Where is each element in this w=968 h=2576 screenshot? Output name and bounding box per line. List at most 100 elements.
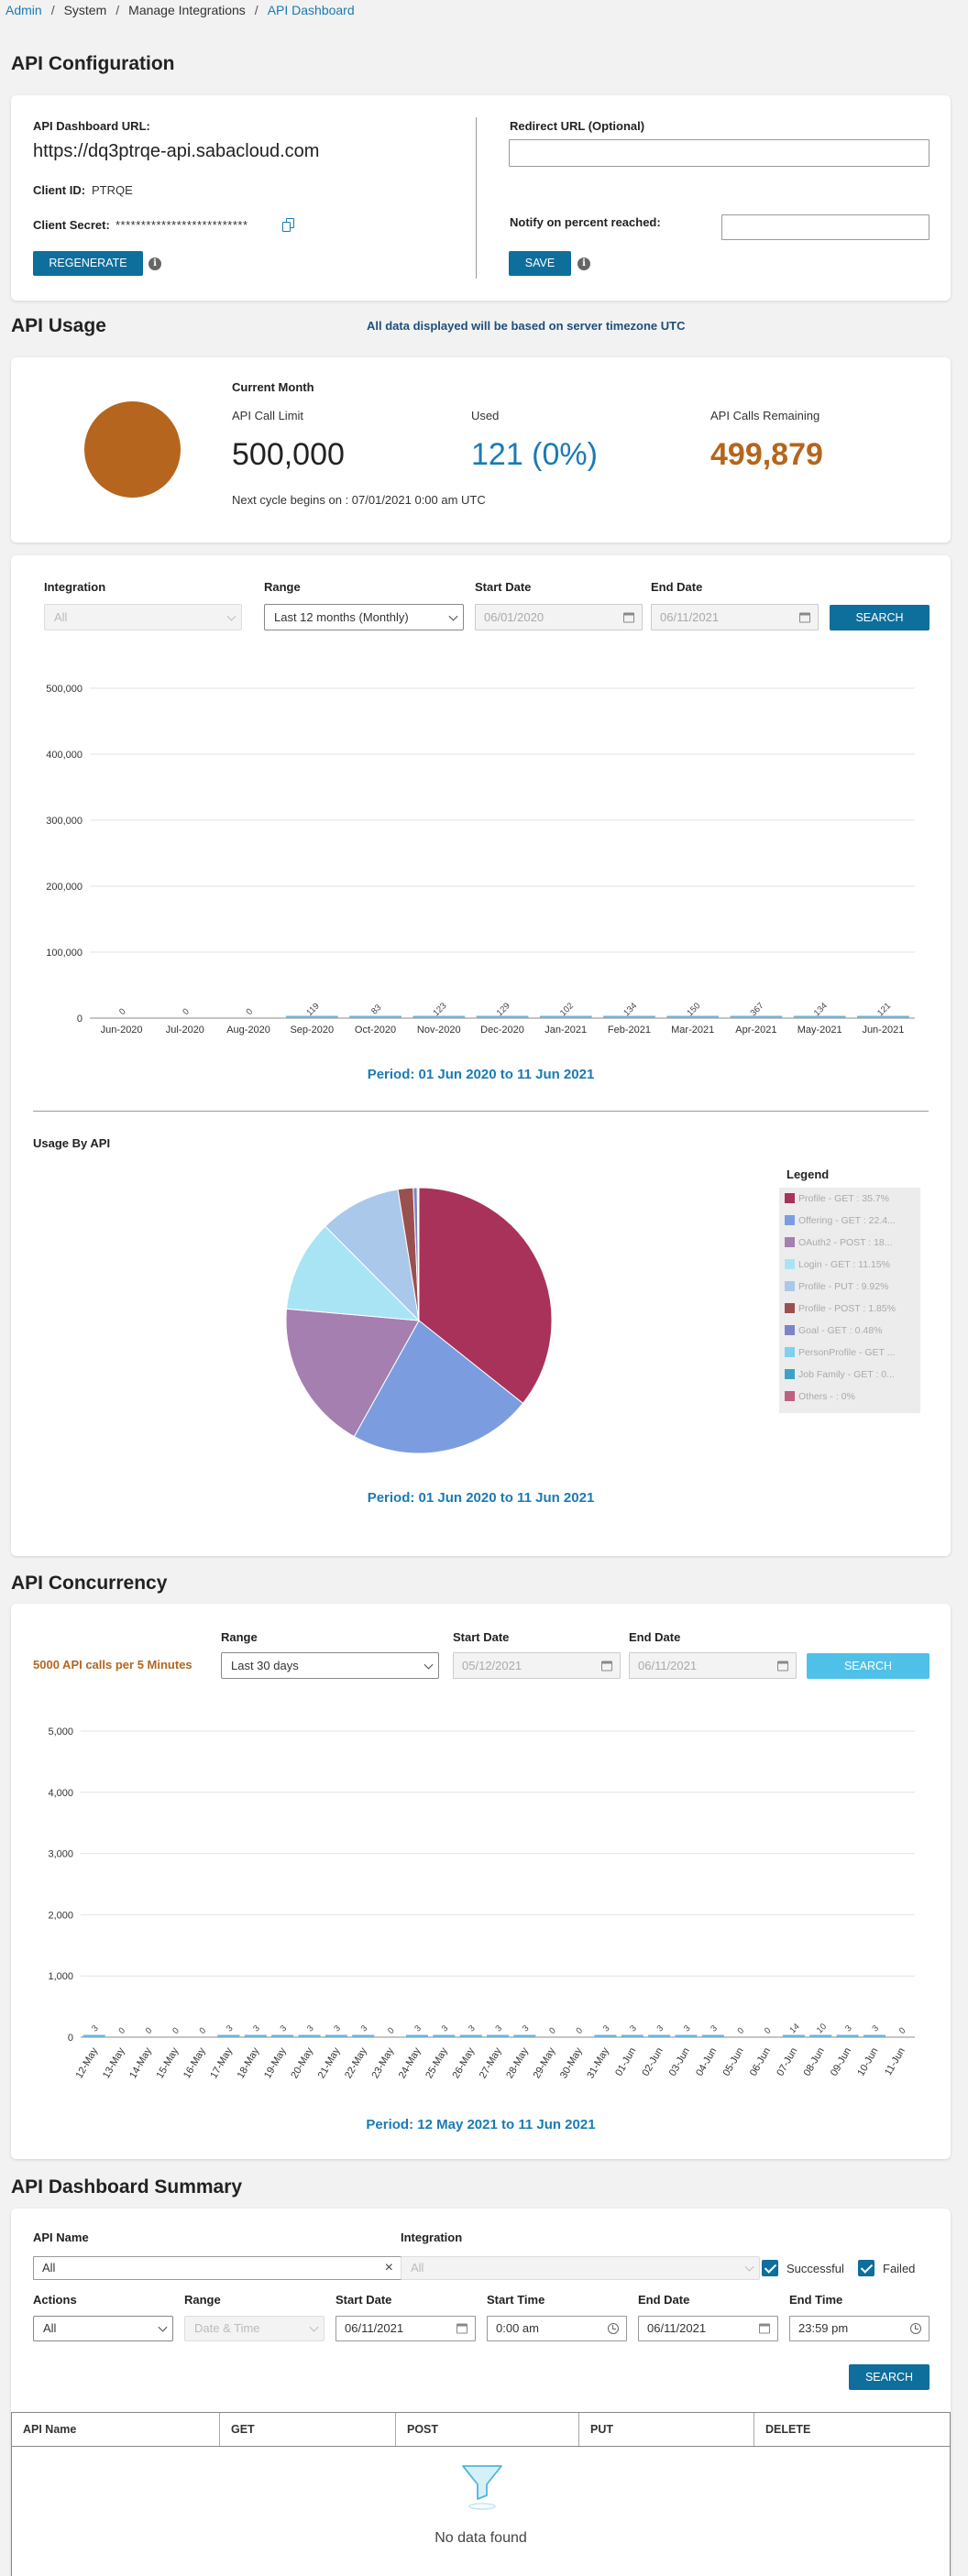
no-data-text: No data found [434,2530,527,2546]
x-tick-label: 16-May [182,2045,208,2080]
monthly-period: Period: 01 Jun 2020 to 11 Jun 2021 [367,1067,595,1082]
start-time-label: Start Time [487,2293,545,2307]
column-header-delete[interactable]: DELETE [765,2423,811,2436]
divider [476,117,477,279]
start-time-input[interactable]: 0:00 am [487,2316,627,2341]
x-tick-label: 22-May [343,2045,369,2080]
legend-swatch [785,1369,795,1379]
x-tick-label: 28-May [504,2045,531,2080]
clear-icon[interactable]: × [384,2260,393,2275]
legend-item[interactable]: Job Family - GET : 0... [785,1369,913,1380]
concurrency-search-button[interactable]: SEARCH [807,1653,930,1679]
x-tick-label: 02-Jun [641,2046,666,2078]
summary-integration-select[interactable]: All [401,2256,760,2280]
table-header: API Name GET POST PUT DELETE [12,2413,950,2447]
y-tick-label: 300,000 [46,816,82,827]
timezone-note: All data displayed will be based on serv… [367,319,686,333]
successful-checkbox[interactable] [762,2260,778,2276]
client-id-value: PTRQE [92,183,133,197]
start-date-input[interactable]: 06/01/2020 [475,604,643,630]
x-tick-label: 19-May [262,2045,289,2080]
legend-label: Job Family - GET : 0... [798,1369,895,1380]
legend-title: Legend [786,1167,830,1181]
calendar-icon [601,1661,612,1671]
breadcrumb-separator: / [254,3,258,17]
concurrency-start-date-input[interactable]: 05/12/2021 [453,1652,621,1679]
bar [217,2034,240,2037]
api-concurrency-title: API Concurrency [11,1573,168,1594]
data-label: 3 [412,2023,424,2034]
breadcrumb-admin[interactable]: Admin [6,3,42,17]
bar [271,2034,294,2037]
end-time-input[interactable]: 23:59 pm [789,2316,930,2341]
pie-slice [285,1308,420,1438]
x-tick-label: 18-May [236,2045,262,2080]
summary-search-button[interactable]: SEARCH [849,2364,930,2390]
bar [621,2034,644,2037]
search-button[interactable]: SEARCH [830,605,930,630]
concurrency-range-select[interactable]: Last 30 days [221,1652,439,1679]
column-header-get[interactable]: GET [220,2413,396,2446]
x-tick-label: Jun-2021 [862,1025,904,1036]
info-icon[interactable]: i [578,258,590,270]
data-label: 3 [843,2023,854,2034]
column-header-post[interactable]: POST [396,2413,579,2446]
summary-end-date-input[interactable]: 06/11/2021 [638,2316,778,2341]
data-label: 150 [685,1001,702,1018]
column-header-put[interactable]: PUT [579,2413,754,2446]
summary-start-date-input[interactable]: 06/11/2021 [336,2316,476,2341]
x-tick-label: 17-May [208,2045,235,2080]
legend-item[interactable]: Goal - GET : 0.48% [785,1325,913,1336]
legend-item[interactable]: OAuth2 - POST : 18... [785,1237,913,1248]
x-tick-label: 23-May [369,2045,396,2080]
api-configuration-card: API Dashboard URL: https://dq3ptrqe-api.… [11,95,951,301]
legend-item[interactable]: Profile - GET : 35.7% [785,1193,913,1204]
redirect-url-input[interactable] [509,139,930,167]
failed-label: Failed [883,2262,916,2275]
failed-checkbox[interactable] [858,2260,874,2276]
x-tick-label: 15-May [155,2045,182,2080]
successful-label: Successful [786,2262,844,2275]
end-date-input[interactable]: 06/11/2021 [651,604,819,630]
start-date-label: Start Date [475,580,532,594]
data-label: 0 [117,1006,128,1017]
concurrency-end-date-input[interactable]: 06/11/2021 [629,1652,797,1679]
bar [352,2034,375,2037]
y-tick-label: 2,000 [48,1910,73,1921]
legend-item[interactable]: Offering - GET : 22.4... [785,1215,913,1226]
legend-label: Profile - GET : 35.7% [798,1193,890,1204]
x-tick-label: 26-May [451,2045,478,2080]
x-tick-label: 13-May [101,2045,127,2080]
save-button[interactable]: SAVE [509,251,571,276]
y-tick-label: 0 [68,2033,73,2044]
data-label: 3 [655,2023,666,2034]
x-tick-label: Sep-2020 [290,1025,334,1036]
x-tick-label: Oct-2020 [355,1025,396,1036]
actions-select[interactable]: All [33,2316,173,2341]
legend-item[interactable]: PersonProfile - GET ... [785,1347,913,1358]
breadcrumb-api-dashboard[interactable]: API Dashboard [267,3,355,17]
concurrency-limit-text: 5000 API calls per 5 Minutes [33,1658,192,1672]
summary-range-select[interactable]: Date & Time [184,2316,324,2341]
legend-item[interactable]: Others - : 0% [785,1391,913,1402]
info-icon[interactable]: i [148,258,161,270]
data-label: 0 [897,2025,908,2036]
range-select[interactable]: Last 12 months (Monthly) [264,604,464,630]
copy-icon[interactable] [282,218,295,233]
data-label: 0 [575,2025,586,2036]
notify-percent-input[interactable] [721,214,930,240]
integration-select[interactable]: All [44,604,242,630]
legend-item[interactable]: Profile - POST : 1.85% [785,1303,913,1314]
api-name-label: API Name [33,2231,89,2244]
client-secret-label: Client Secret: [33,218,110,232]
regenerate-button[interactable]: REGENERATE [33,251,143,276]
legend-item[interactable]: Profile - PUT : 9.92% [785,1281,913,1292]
notify-percent-label: Notify on percent reached: [510,215,661,229]
legend-label: Offering - GET : 22.4... [798,1215,896,1226]
end-time-label: End Time [789,2293,843,2307]
legend-item[interactable]: Login - GET : 11.15% [785,1259,913,1270]
column-header-api-name[interactable]: API Name [12,2413,220,2446]
usage-by-api-pie [285,1187,553,1454]
bar [82,2034,105,2037]
api-name-input[interactable]: All × [33,2256,402,2280]
